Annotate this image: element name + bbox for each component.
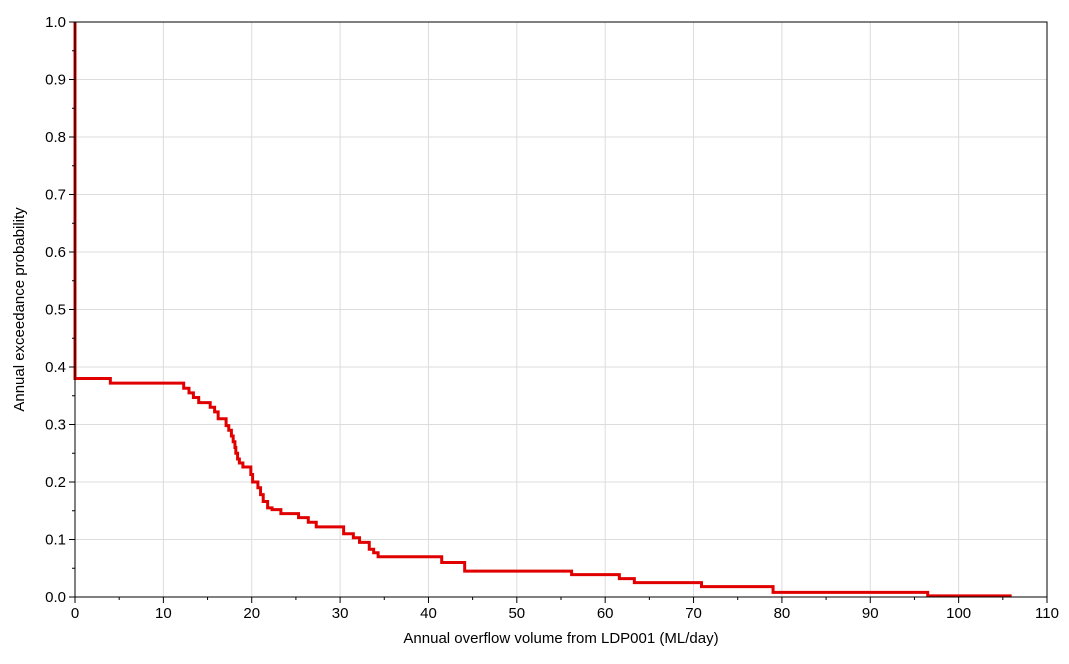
x-tick-label-2: 20 [243, 605, 260, 622]
x-tick-label-6: 60 [597, 605, 614, 622]
tick-marks [69, 21, 1048, 603]
y-tick-label-6: 0.6 [45, 244, 66, 261]
x-tick-label-4: 40 [420, 605, 437, 622]
y-tick-label-4: 0.4 [45, 359, 66, 376]
x-tick-label-0: 0 [71, 605, 79, 622]
y-tick-label-10: 1.0 [45, 14, 66, 31]
x-tick-label-9: 90 [862, 605, 879, 622]
series-layer [73, 22, 1012, 598]
x-tick-label-1: 10 [155, 605, 172, 622]
x-tick-label-3: 30 [332, 605, 349, 622]
y-tick-label-8: 0.8 [45, 129, 66, 146]
x-tick-label-11: 110 [1035, 605, 1059, 622]
y-tick-label-2: 0.2 [45, 474, 66, 491]
x-axis-title: Annual overflow volume from LDP001 (ML/d… [403, 630, 718, 647]
grid-lines [75, 22, 1047, 597]
y-tick-label-3: 0.3 [45, 417, 66, 434]
x-tick-label-8: 80 [774, 605, 791, 622]
y-tick-label-0: 0.0 [45, 589, 66, 606]
y-tick-label-9: 0.9 [45, 72, 66, 89]
series-line-0 [73, 22, 1012, 598]
tick-labels: 0 10 20 30 40 50 60 70 80 90 100 110 0.0 0.1 0.2 0.3 0.4… [45, 14, 1059, 622]
y-axis-title: Annual exceedance probability [11, 207, 28, 412]
y-tick-label-1: 0.1 [45, 532, 66, 549]
y-tick-label-5: 0.5 [45, 302, 66, 319]
y-tick-label-7: 0.7 [45, 187, 66, 204]
x-tick-label-5: 50 [508, 605, 525, 622]
x-tick-label-10: 100 [946, 605, 971, 622]
x-tick-label-7: 70 [685, 605, 702, 622]
